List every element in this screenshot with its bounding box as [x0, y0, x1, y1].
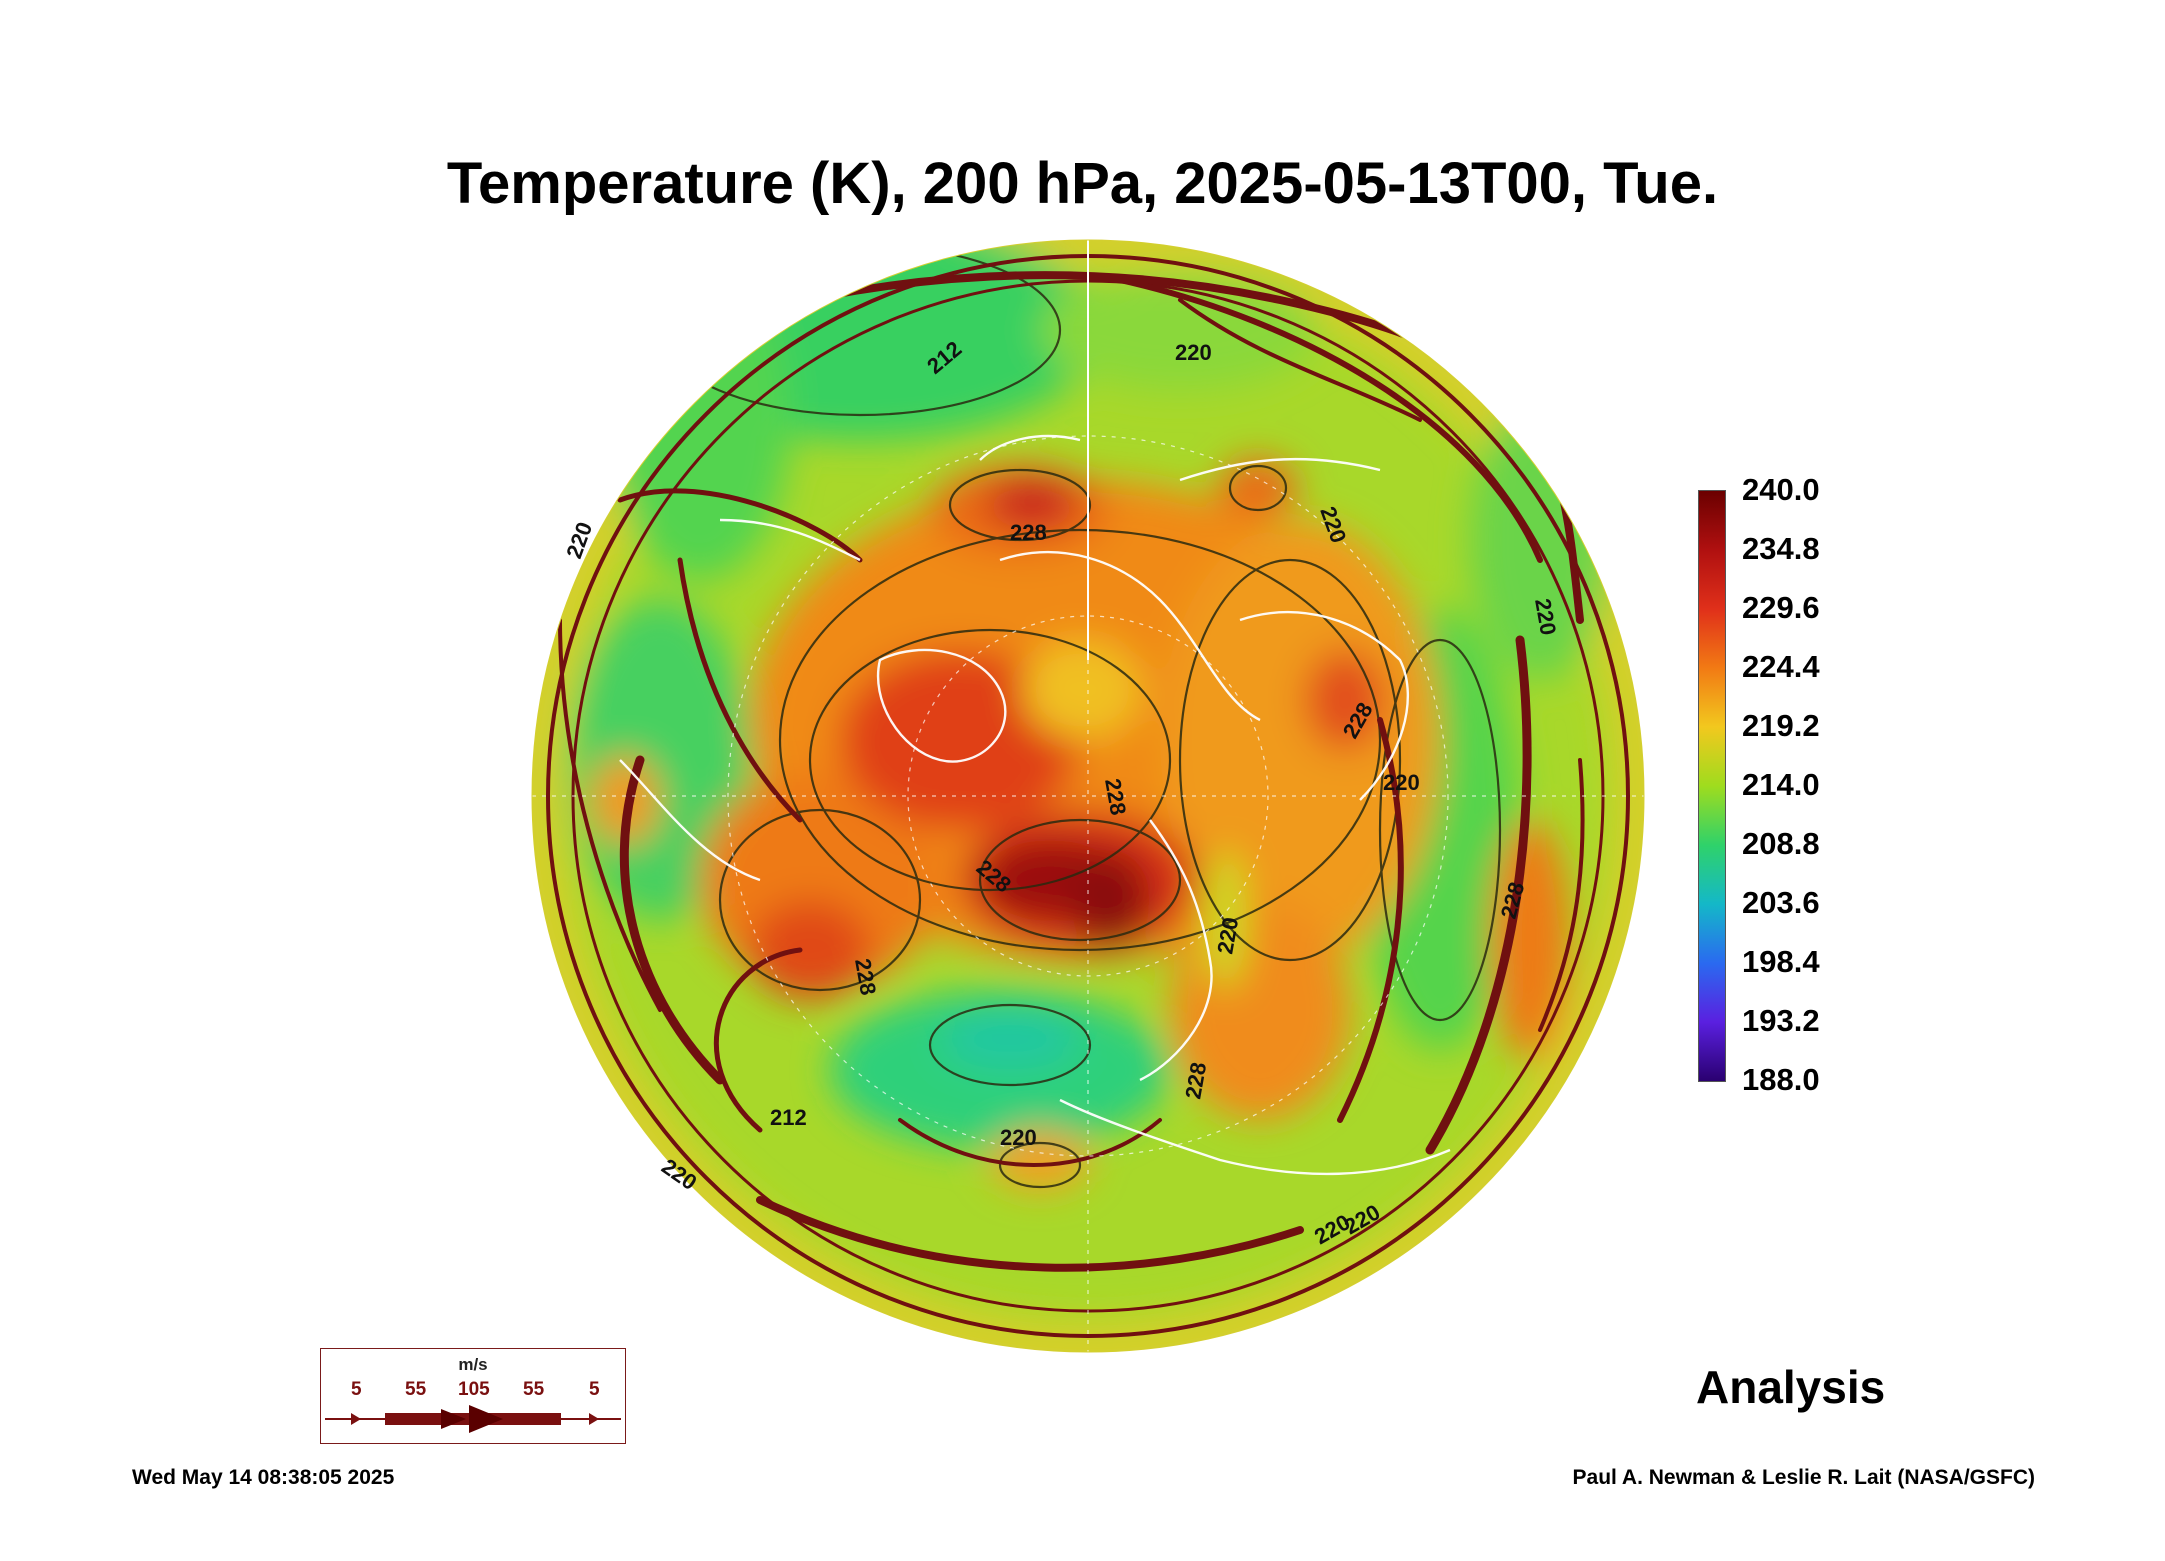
- colorbar-tick-label: 188.0: [1742, 1062, 1820, 1097]
- contour-label: 220: [1175, 340, 1212, 365]
- credit-text: Paul A. Newman & Leslie R. Lait (NASA/GS…: [1572, 1466, 2035, 1489]
- contour-label: 220: [1383, 770, 1420, 795]
- colorbar-tick-label: 214.0: [1742, 767, 1820, 802]
- legend-value: 5: [351, 1379, 362, 1400]
- contour-label: 220: [1000, 1125, 1037, 1150]
- colorbar-tick-label: 219.2: [1742, 708, 1820, 743]
- legend-value: 105: [458, 1379, 490, 1400]
- colorbar-tick-label: 224.4: [1742, 649, 1820, 684]
- wind-speed-legend: m/s 5 55 105 55 5: [320, 1348, 626, 1444]
- colorbar-tick-label: 193.2: [1742, 1003, 1820, 1038]
- colorbar-tick-label: 229.6: [1742, 590, 1820, 625]
- colorbar-tick-label: 234.8: [1742, 531, 1820, 566]
- colorbar-tick-label: 208.8: [1742, 826, 1820, 861]
- legend-value: 55: [405, 1379, 427, 1400]
- legend-arrows: [325, 1405, 621, 1433]
- analysis-label: Analysis: [1696, 1361, 1886, 1413]
- contour-label: 228: [1010, 520, 1047, 545]
- colorbar-tick-label: 198.4: [1742, 944, 1820, 979]
- colorbar: [1698, 490, 1726, 1082]
- colorbar-tick-label: 240.0: [1742, 472, 1820, 507]
- chart-title: Temperature (K), 200 hPa, 2025-05-13T00,…: [446, 151, 1719, 216]
- legend-unit: m/s: [458, 1355, 488, 1374]
- legend-value: 55: [523, 1379, 545, 1400]
- timestamp: Wed May 14 08:38:05 2025: [132, 1466, 395, 1489]
- colorbar-tick-label: 203.6: [1742, 885, 1820, 920]
- contour-label: 212: [770, 1105, 807, 1130]
- legend-value: 5: [589, 1379, 600, 1400]
